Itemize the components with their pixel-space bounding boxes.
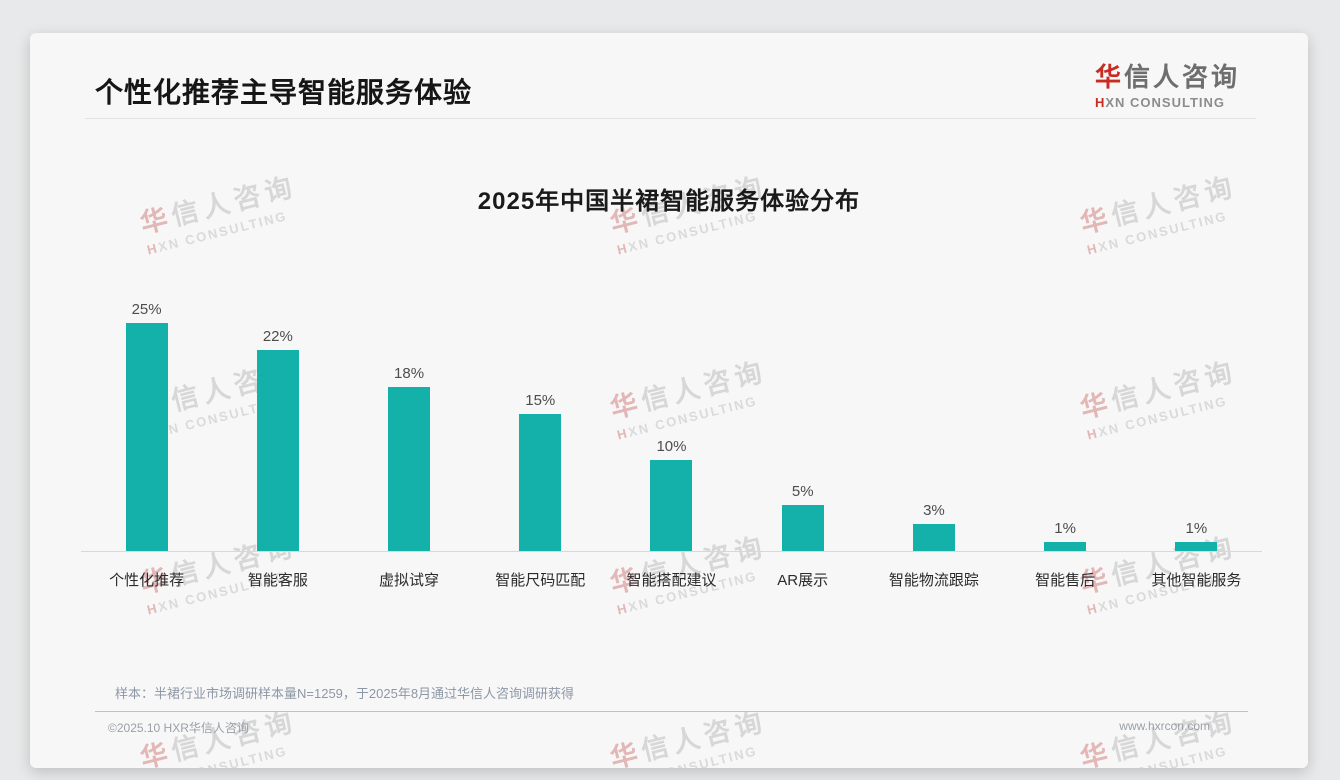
logo-en-text: HXN CONSULTING: [1094, 95, 1226, 110]
plot-columns: 25% 22% 18% 15% 10% 5% 3% 1% 1%: [81, 273, 1262, 551]
header-divider: [85, 118, 1256, 119]
category-label: 其他智能服务: [1151, 572, 1242, 589]
plot-labels: 个性化推荐 智能客服 虚拟试穿 智能尺码匹配 智能搭配建议 AR展示 智能物流跟踪 智能售后 其…: [81, 569, 1262, 590]
category-label: 智能物流跟踪: [888, 572, 979, 589]
bar: [1175, 542, 1218, 551]
bar-column: 10%: [606, 438, 737, 551]
logo-cn-text: 华信人咨询: [1094, 62, 1240, 92]
bar-value-label: 22%: [262, 328, 293, 345]
bar: [1044, 542, 1087, 551]
category-label: 智能售后: [1035, 572, 1096, 589]
category-label: 个性化推荐: [109, 572, 185, 589]
bar-column: 1%: [1000, 520, 1131, 551]
bar-value-label: 1%: [1185, 520, 1208, 537]
bar-chart: 25% 22% 18% 15% 10% 5% 3% 1% 1% 个性化推荐 智能客服 虚拟试穿 智能尺…: [81, 273, 1262, 590]
bar-column: 1%: [1131, 520, 1262, 551]
x-axis-line: [81, 551, 1262, 552]
company-logo: 华信人咨询 HXN CONSULTING: [1095, 57, 1240, 110]
bar-value-label: 5%: [791, 483, 814, 500]
category-label: 智能尺码匹配: [495, 572, 586, 589]
bar-value-label: 1%: [1054, 520, 1076, 537]
bar-column: 15%: [475, 392, 606, 551]
bar: [912, 524, 955, 551]
page-title: 个性化推荐主导智能服务体验: [95, 77, 473, 108]
bar-column: 25%: [81, 301, 212, 551]
copyright-text: ©2025.10 HXR华信人咨询: [108, 721, 249, 735]
bar: [125, 323, 168, 551]
bar-value-label: 25%: [131, 301, 162, 318]
bar-value-label: 10%: [656, 438, 687, 455]
category-label: 虚拟试穿: [379, 572, 440, 589]
slide-footer: ©2025.10 HXR华信人咨询 www.hxrcon.com: [108, 719, 1210, 736]
bar: [519, 414, 562, 551]
bar-column: 18%: [343, 365, 474, 551]
bar: [650, 460, 693, 551]
sample-note: 样本：半裙行业市场调研样本量N=1259，于2025年8月通过华信人咨询调研获得: [115, 686, 575, 701]
bar-value-label: 18%: [394, 365, 425, 382]
bar-column: 5%: [737, 483, 868, 551]
category-label: 智能客服: [247, 572, 308, 589]
website-link[interactable]: www.hxrcon.com: [1119, 719, 1210, 733]
footer-divider: [95, 711, 1248, 712]
bar-column: 22%: [212, 328, 343, 551]
category-label: AR展示: [777, 572, 829, 589]
bar-value-label: 3%: [923, 502, 945, 519]
bar-value-label: 15%: [525, 392, 556, 409]
category-label: 智能搭配建议: [626, 572, 717, 589]
chart-title: 2025年中国半裙智能服务体验分布: [477, 188, 861, 215]
bar-column: 3%: [868, 502, 999, 551]
bar: [781, 505, 824, 551]
bar: [388, 387, 431, 551]
bar: [256, 350, 299, 551]
slide-card: 华信人咨询 HXN CONSULTING 华信人咨询 HXN CONSULTING 华信…: [30, 33, 1308, 768]
